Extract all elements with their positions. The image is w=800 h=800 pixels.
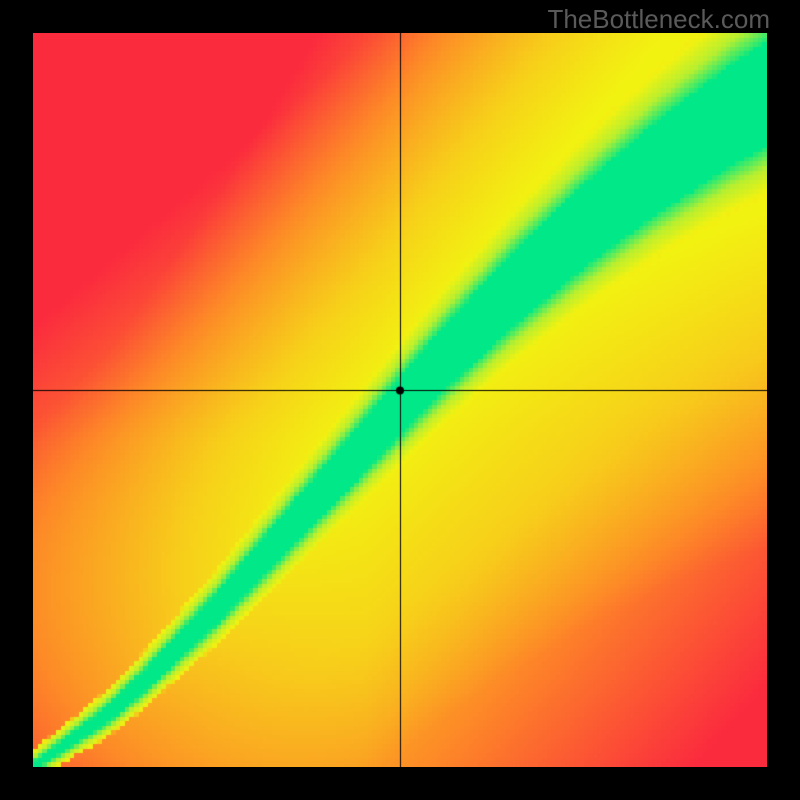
bottleneck-heatmap: [33, 33, 767, 767]
watermark-text: TheBottleneck.com: [547, 4, 770, 35]
chart-container: TheBottleneck.com: [0, 0, 800, 800]
